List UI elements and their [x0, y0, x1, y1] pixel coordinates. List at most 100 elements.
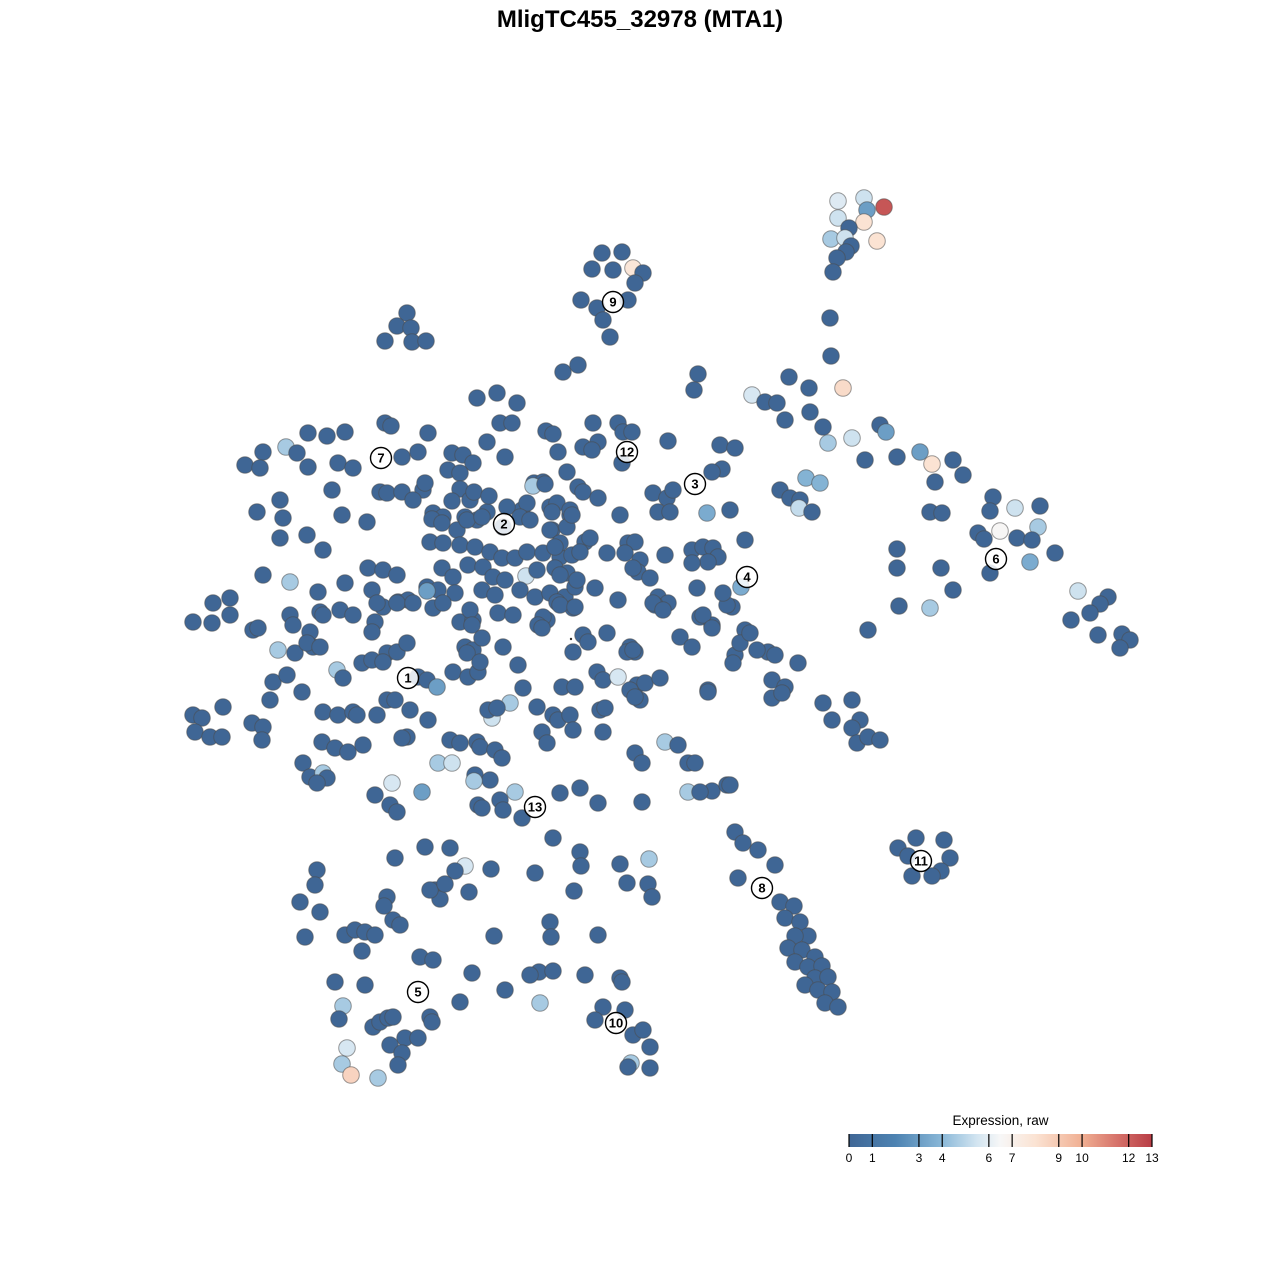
scatter-point: [481, 771, 499, 789]
scatter-point: [721, 776, 739, 794]
scatter-point: [749, 841, 767, 859]
scatter-point: [1021, 553, 1039, 571]
scatter-point: [699, 553, 717, 571]
scatter-point: [823, 711, 841, 729]
scatter-point: [496, 981, 514, 999]
scatter-point: [724, 654, 742, 672]
scatter-point: [780, 368, 798, 386]
scatter-point: [306, 876, 324, 894]
scatter-point: [569, 356, 587, 374]
scatter-point: [669, 736, 687, 754]
scatter-point: [921, 599, 939, 617]
scatter-point: [843, 429, 861, 447]
scatter-point: [486, 586, 504, 604]
scatter-point: [563, 506, 581, 524]
scatter-point: [251, 459, 269, 477]
scatter-point: [1089, 626, 1107, 644]
scatter-point: [544, 425, 562, 443]
cluster-label-circle: [406, 980, 430, 1004]
cluster-label-number: 3: [691, 477, 698, 492]
scatter-point: [544, 962, 562, 980]
scatter-point: [911, 443, 929, 461]
scatter-point: [334, 669, 352, 687]
scatter-point: [409, 443, 427, 461]
scatter-point: [504, 606, 522, 624]
scatter-point: [378, 484, 396, 502]
scatter-point: [729, 869, 747, 887]
scatter-point: [459, 556, 477, 574]
scatter-point: [586, 579, 604, 597]
scatter-point: [521, 511, 539, 529]
scatter-point: [274, 509, 292, 527]
scatter-point: [734, 834, 752, 852]
scatter-point: [616, 544, 634, 562]
scatter-point: [482, 860, 500, 878]
scatter-point: [624, 641, 642, 659]
scatter-point: [546, 538, 564, 556]
scatter-point: [609, 668, 627, 686]
scatter-point: [572, 857, 590, 875]
scatter-point: [386, 849, 404, 867]
cluster-label-number: 11: [914, 854, 928, 869]
scatter-point: [890, 597, 908, 615]
scatter-point: [311, 903, 329, 921]
scatter-point: [711, 436, 729, 454]
scatter-point: [308, 861, 326, 879]
scatter-point: [626, 688, 644, 706]
scatter-point: [877, 423, 895, 441]
scatter-point: [933, 504, 951, 522]
scatter-point: [549, 443, 567, 461]
scatter-point: [829, 192, 847, 210]
scatter-point: [401, 701, 419, 719]
scatter-point: [443, 754, 461, 772]
scatter-point: [689, 365, 707, 383]
scatter-point: [269, 641, 287, 659]
scatter-point: [354, 736, 372, 754]
legend-title: Expression, raw: [952, 1113, 1048, 1128]
scatter-point: [944, 451, 962, 469]
scatter-point: [494, 801, 512, 819]
scatter-point: [589, 489, 607, 507]
scatter-point: [428, 678, 446, 696]
scatter-point: [441, 839, 459, 857]
scatter-point: [541, 521, 559, 539]
scatter-point: [923, 455, 941, 473]
scatter-point: [855, 213, 873, 231]
scatter-point: [538, 734, 556, 752]
scatter-point: [291, 893, 309, 911]
scatter-point: [714, 584, 732, 602]
scatter-point: [465, 483, 483, 501]
scatter-point: [353, 942, 371, 960]
scatter-point: [314, 703, 332, 721]
legend-tick-label: 0: [846, 1151, 853, 1165]
scatter-point: [496, 571, 514, 589]
scatter-point: [641, 1059, 659, 1077]
scatter-point: [344, 606, 362, 624]
scatter-point: [518, 494, 536, 512]
scatter-point: [594, 723, 612, 741]
scatter-point: [593, 244, 611, 262]
scatter-point: [659, 432, 677, 450]
scatter-point: [741, 624, 759, 642]
scatter-point: [536, 475, 554, 493]
cluster-label-number: 4: [743, 570, 751, 585]
scatter-point: [824, 263, 842, 281]
scatter-point: [991, 522, 1009, 540]
scatter-point: [586, 1011, 604, 1029]
scatter-point: [374, 653, 392, 671]
scatter-point: [461, 601, 479, 619]
scatter-point: [773, 684, 791, 702]
scatter-point: [613, 973, 631, 991]
scatter-point: [814, 418, 832, 436]
scatter-point: [434, 594, 452, 612]
scatter-point: [294, 754, 312, 772]
scatter-point: [436, 875, 454, 893]
scatter-point: [981, 502, 999, 520]
scatter-point: [393, 729, 411, 747]
cluster-label-number: 9: [609, 295, 616, 310]
scatter-point: [296, 928, 314, 946]
scatter-point: [451, 536, 469, 554]
scatter-point: [829, 209, 847, 227]
scatter-point: [323, 481, 341, 499]
scatter-point: [589, 926, 607, 944]
